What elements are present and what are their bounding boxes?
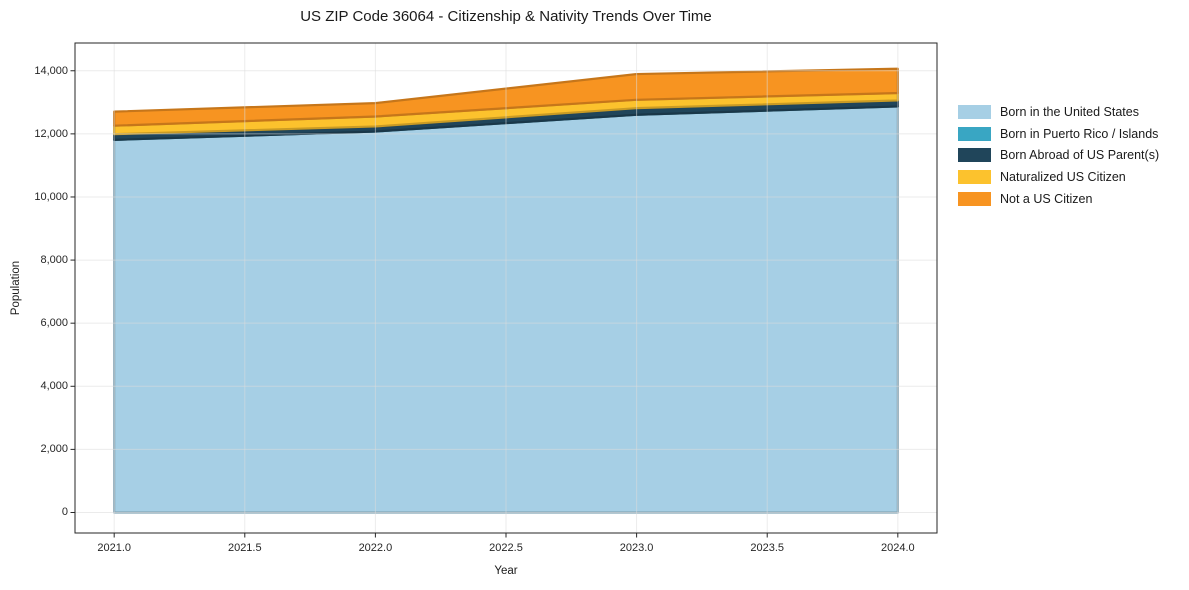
y-tick-label: 14,000 — [34, 64, 68, 77]
x-axis-label: Year — [494, 565, 518, 577]
legend-item: Not a US Citizen — [958, 188, 1159, 210]
legend-swatch-icon — [958, 191, 991, 206]
legend-label: Born in the United States — [1000, 104, 1139, 119]
y-tick-label: 4,000 — [40, 380, 68, 393]
x-tick-label: 2021.0 — [97, 542, 131, 554]
legend-item: Naturalized US Citizen — [958, 166, 1159, 188]
legend-item: Born in Puerto Rico / Islands — [958, 123, 1159, 145]
x-tick-label: 2022.0 — [358, 542, 393, 554]
y-tick-label: 8,000 — [40, 254, 68, 267]
y-tick-label: 6,000 — [40, 317, 68, 330]
legend: Born in the United States Born in Puerto … — [958, 101, 1159, 209]
y-tick-label: 10,000 — [34, 190, 68, 203]
legend-swatch-icon — [958, 104, 991, 119]
y-tick-label: 0 — [61, 506, 68, 519]
legend-item: Born in the United States — [958, 101, 1159, 123]
legend-swatch-icon — [958, 148, 991, 163]
legend-label: Born Abroad of US Parent(s) — [1000, 148, 1160, 163]
legend-label: Born in Puerto Rico / Islands — [1000, 126, 1159, 141]
chart-title: US ZIP Code 36064 - Citizenship & Nativi… — [300, 8, 712, 25]
y-tick-label: 12,000 — [34, 127, 68, 140]
x-tick-label: 2022.5 — [489, 542, 523, 554]
x-tick-label: 2021.5 — [227, 542, 262, 554]
x-tick-label: 2024.0 — [880, 542, 915, 554]
y-axis-label: Population — [10, 260, 22, 316]
x-tick-label: 2023.5 — [750, 542, 785, 554]
legend-swatch-icon — [958, 169, 991, 184]
legend-swatch-icon — [958, 126, 991, 141]
legend-label: Not a US Citizen — [1000, 191, 1093, 206]
legend-item: Born Abroad of US Parent(s) — [958, 144, 1159, 166]
legend-label: Naturalized US Citizen — [1000, 169, 1126, 184]
x-tick-label: 2023.0 — [619, 542, 654, 554]
y-tick-label: 2,000 — [40, 443, 68, 456]
